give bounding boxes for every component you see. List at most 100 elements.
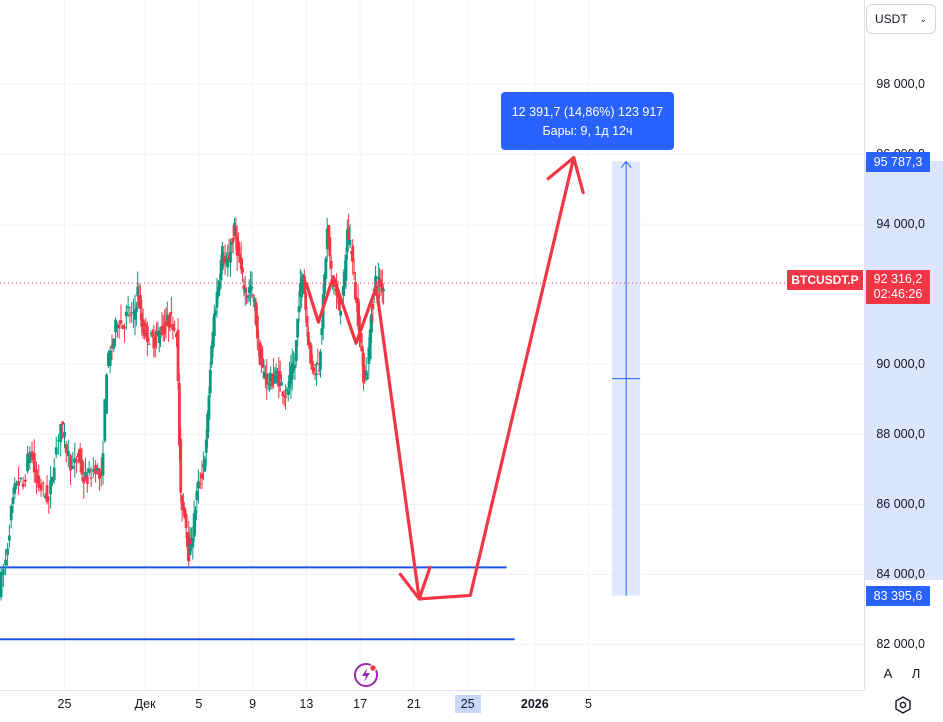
candle-up (211, 331, 215, 349)
price-axis-range-highlight (865, 161, 943, 580)
candle-up (66, 450, 70, 457)
candle-down (237, 241, 240, 253)
candle-up (63, 431, 66, 438)
candle-down (76, 453, 80, 458)
time-tick-label: 13 (299, 697, 314, 711)
candle-up (243, 288, 247, 293)
candle-down (309, 344, 313, 364)
candle-up (297, 306, 301, 313)
candle-up (262, 371, 266, 379)
range-bottom-price-label: 83 395,6 (866, 585, 930, 606)
candle-up (84, 472, 87, 478)
candle-down (117, 324, 121, 329)
candle-down (239, 257, 243, 270)
candle-down (198, 483, 202, 485)
candle-down (151, 331, 154, 337)
candle-down (352, 271, 356, 274)
candle-up (57, 440, 60, 442)
candle-up (382, 289, 386, 292)
candle-up (220, 246, 224, 270)
candlestick-series (0, 213, 386, 601)
candle-up (210, 345, 214, 365)
candle-down (78, 448, 82, 463)
candle-up (191, 538, 195, 548)
candle-down (183, 507, 187, 518)
candle-up (348, 239, 352, 246)
candle-up (370, 314, 373, 333)
candle-down (17, 481, 20, 486)
last-price-label: 92 316,2 02:46:26 (866, 270, 930, 304)
price-tick-label: 94 000,0 (876, 217, 925, 232)
candle-down (265, 373, 269, 385)
measure-change: 12 391,7 (14,86%) 123 917 (511, 104, 664, 119)
candle-down (231, 237, 235, 243)
last-price: 92 316,2 (873, 272, 923, 286)
candle-up (296, 318, 300, 338)
candle-up (290, 363, 294, 380)
candle-up (132, 311, 135, 313)
lightning-icon[interactable] (353, 662, 379, 688)
candle-up (159, 336, 162, 338)
horizontal-lines (0, 566, 515, 641)
candle-up (268, 383, 271, 386)
candle-down (313, 364, 317, 366)
candle-down (143, 329, 146, 336)
price-chart[interactable] (0, 0, 864, 690)
candle-down (347, 227, 351, 240)
candle-up (226, 258, 230, 268)
candle-down (128, 314, 132, 316)
candle-down (82, 476, 86, 484)
candle-down (89, 477, 93, 479)
candle-down (163, 323, 167, 334)
candle-up (15, 482, 18, 485)
candle-up (274, 370, 278, 375)
candle-down (241, 267, 244, 273)
candle-down (379, 279, 383, 285)
candle-down (358, 315, 361, 338)
candle-up (250, 287, 254, 289)
candle-up (339, 310, 343, 316)
candle-down (168, 313, 172, 328)
candle-up (207, 395, 211, 420)
candle-down (255, 315, 259, 339)
time-tick-label: 17 (353, 697, 368, 711)
candle-up (52, 467, 56, 481)
forecast-path (304, 156, 576, 601)
auto-scale-button[interactable]: A (883, 665, 893, 681)
candle-down (184, 513, 188, 529)
candle-down (173, 328, 177, 330)
time-tick-label: 21 (406, 697, 421, 711)
candle-down (254, 301, 258, 325)
candle-down (37, 475, 41, 488)
candle-down (327, 224, 330, 245)
time-tick-label: 25 (454, 695, 481, 713)
candle-up (54, 447, 58, 455)
candle-up (9, 505, 13, 521)
gear-icon[interactable] (892, 694, 914, 716)
candle-down (284, 395, 287, 398)
price-range-measure (612, 160, 641, 596)
candle-down (110, 345, 114, 349)
candle-up (71, 466, 75, 469)
candle-down (47, 498, 51, 500)
candle-down (141, 319, 145, 333)
candle-up (294, 340, 298, 361)
candle-up (285, 389, 289, 391)
chevron-down-icon: ⌄ (919, 13, 927, 24)
candle-down (371, 303, 375, 310)
candle-down (304, 292, 308, 310)
candle-up (188, 539, 192, 556)
candle-down (179, 438, 183, 493)
bar-countdown: 02:46:26 (873, 287, 923, 301)
log-scale-button[interactable]: Л (911, 665, 921, 681)
candle-down (32, 452, 36, 473)
candle-down (281, 391, 285, 396)
candle-up (229, 252, 232, 263)
candle-down (259, 348, 263, 365)
candle-up (133, 309, 137, 320)
candle-up (1, 569, 5, 576)
candle-down (41, 482, 45, 484)
candle-down (99, 471, 103, 477)
currency-select[interactable]: USDT ⌄ (866, 4, 936, 34)
price-tick-label: 98 000,0 (876, 77, 925, 92)
